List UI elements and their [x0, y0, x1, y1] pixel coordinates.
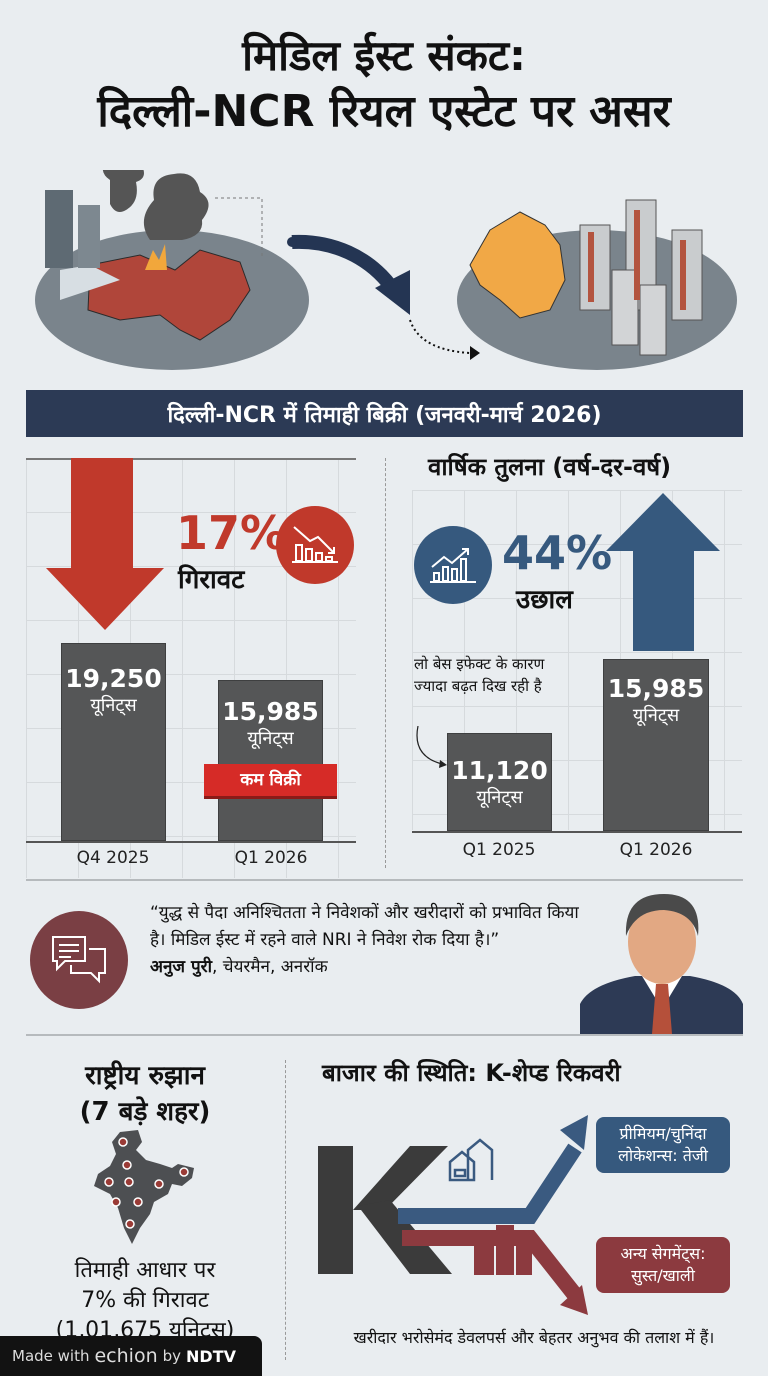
- x-axis: [26, 841, 356, 843]
- bar-q4-2025: 19,250 यूनिट्स: [61, 643, 166, 841]
- down-arrow-icon: [46, 458, 164, 630]
- premium-locations-bubble: प्रीमियम/चुनिंदा लोकेशन्स: तेजी: [596, 1117, 730, 1173]
- divider: [26, 879, 743, 881]
- declining-bar-chart-icon: [276, 506, 354, 584]
- page-title-line2: दिल्ली-NCR रियल एस्टेट पर असर: [97, 86, 671, 137]
- qoq-label: गिरावट: [178, 565, 245, 595]
- by-text: by: [162, 1347, 182, 1365]
- rising-bar-chart-icon: [414, 526, 492, 604]
- x-label-q1-2026: Q1 2026: [619, 840, 693, 860]
- bar-q1-2026-yoy: 15,985 यूनिट्स: [603, 659, 709, 831]
- speaker-portrait: [580, 894, 743, 1034]
- building-icon: [474, 1225, 532, 1275]
- note-pointer-arrow-icon: [416, 726, 447, 768]
- yoy-chart-panel: वार्षिक तुलना (वर्ष-दर-वर्ष) 44% उछाल लो…: [384, 448, 768, 878]
- k-shaped-recovery-diagram: [318, 1115, 588, 1315]
- yoy-heading: वार्षिक तुलना (वर्ष-दर-वर्ष): [428, 453, 672, 481]
- hero-illustration: [35, 170, 737, 370]
- up-arrow-icon: [606, 493, 720, 651]
- x-axis: [412, 831, 742, 833]
- national-heading-line1: राष्ट्रीय रुझान: [85, 1061, 205, 1091]
- page-title-line1: मिडिल ईस्ट संकट:: [242, 31, 526, 80]
- delhi-ncr-map-with-buildings-icon: [457, 199, 737, 370]
- bar-value: 11,120: [451, 756, 548, 785]
- yoy-percent: 44%: [502, 526, 613, 580]
- made-with-badge[interactable]: Made with echion by NDTV: [0, 1336, 262, 1376]
- quote-author-role: , चेयरमैन, अनरॉक: [211, 957, 328, 977]
- national-stat-line1: तिमाही आधार पर: [74, 1258, 216, 1283]
- bar-value: 15,985: [607, 674, 705, 703]
- qoq-percent: 17%: [176, 506, 287, 560]
- quarterly-sales-banner: दिल्ली-NCR में तिमाही बिक्री (जनवरी-मार्…: [26, 390, 743, 437]
- ndtv-logo: NDTV: [186, 1346, 236, 1366]
- bar-unit: यूनिट्स: [476, 787, 523, 808]
- national-heading: राष्ट्रीय रुझान (7 बड़े शहर): [0, 1058, 290, 1130]
- market-footer: खरीदार भरोसेमंद डेवलपर्स और बेहतर अनुभव …: [353, 1328, 715, 1347]
- quote-text: “युद्ध से पैदा अनिश्चितता ने निवेशकों और…: [150, 903, 579, 950]
- section-divider: [285, 1060, 286, 1360]
- qoq-chart-panel: 17% गिरावट 19,250 यूनिट्स 15,985 यूनिट्स…: [26, 458, 356, 878]
- x-label-q4-2025: Q4 2025: [76, 848, 150, 868]
- bar-unit: यूनिट्स: [247, 728, 294, 749]
- national-stat-line2: 7% की गिरावट: [81, 1288, 209, 1313]
- bar-unit: यूनिट्स: [632, 705, 680, 726]
- panel-divider: [385, 458, 386, 868]
- bar-value: 19,250: [65, 664, 162, 693]
- chat-bubbles-icon: [30, 911, 128, 1009]
- x-label-q1-2025: Q1 2025: [462, 840, 536, 860]
- market-heading: बाजार की स्थिति: K-शेप्ड रिकवरी: [322, 1059, 621, 1087]
- national-heading-line2: (7 बड़े शहर): [79, 1097, 211, 1127]
- curved-arrow-icon: [215, 197, 480, 360]
- quote-author-name: अनुज पुरी: [150, 957, 212, 977]
- low-sales-ribbon: कम विक्री: [204, 764, 337, 796]
- national-stat: तिमाही आधार पर 7% की गिरावट (1,01,675 यू…: [0, 1256, 290, 1346]
- bar-unit: यूनिट्स: [90, 695, 137, 716]
- yoy-label: उछाल: [516, 585, 573, 615]
- bar-q1-2025: 11,120 यूनिट्स: [447, 733, 552, 831]
- bar-value: 15,985: [222, 697, 319, 726]
- low-base-note: लो बेस इफेक्ट के कारण ज्यादा बढ़त दिख रह…: [414, 655, 545, 695]
- house-icon: [448, 1138, 494, 1182]
- made-with-text: Made with: [12, 1347, 90, 1365]
- india-map-icon: [94, 1130, 194, 1244]
- echion-logo: echion: [94, 1345, 158, 1367]
- x-label-q1-2026: Q1 2026: [234, 848, 308, 868]
- divider: [26, 1034, 743, 1036]
- quote-block: “युद्ध से पैदा अनिश्चितता ने निवेशकों और…: [150, 900, 580, 981]
- bar-q1-2026: 15,985 यूनिट्स: [218, 680, 323, 841]
- other-segments-bubble: अन्य सेगमेंट्स: सुस्त/खाली: [596, 1237, 730, 1293]
- middle-east-conflict-map-icon: [35, 170, 309, 370]
